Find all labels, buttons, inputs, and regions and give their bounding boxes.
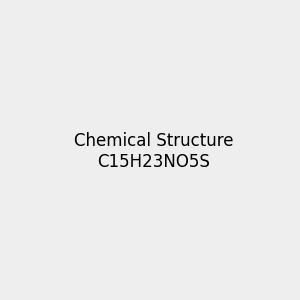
- Text: Chemical Structure
C15H23NO5S: Chemical Structure C15H23NO5S: [74, 132, 233, 171]
